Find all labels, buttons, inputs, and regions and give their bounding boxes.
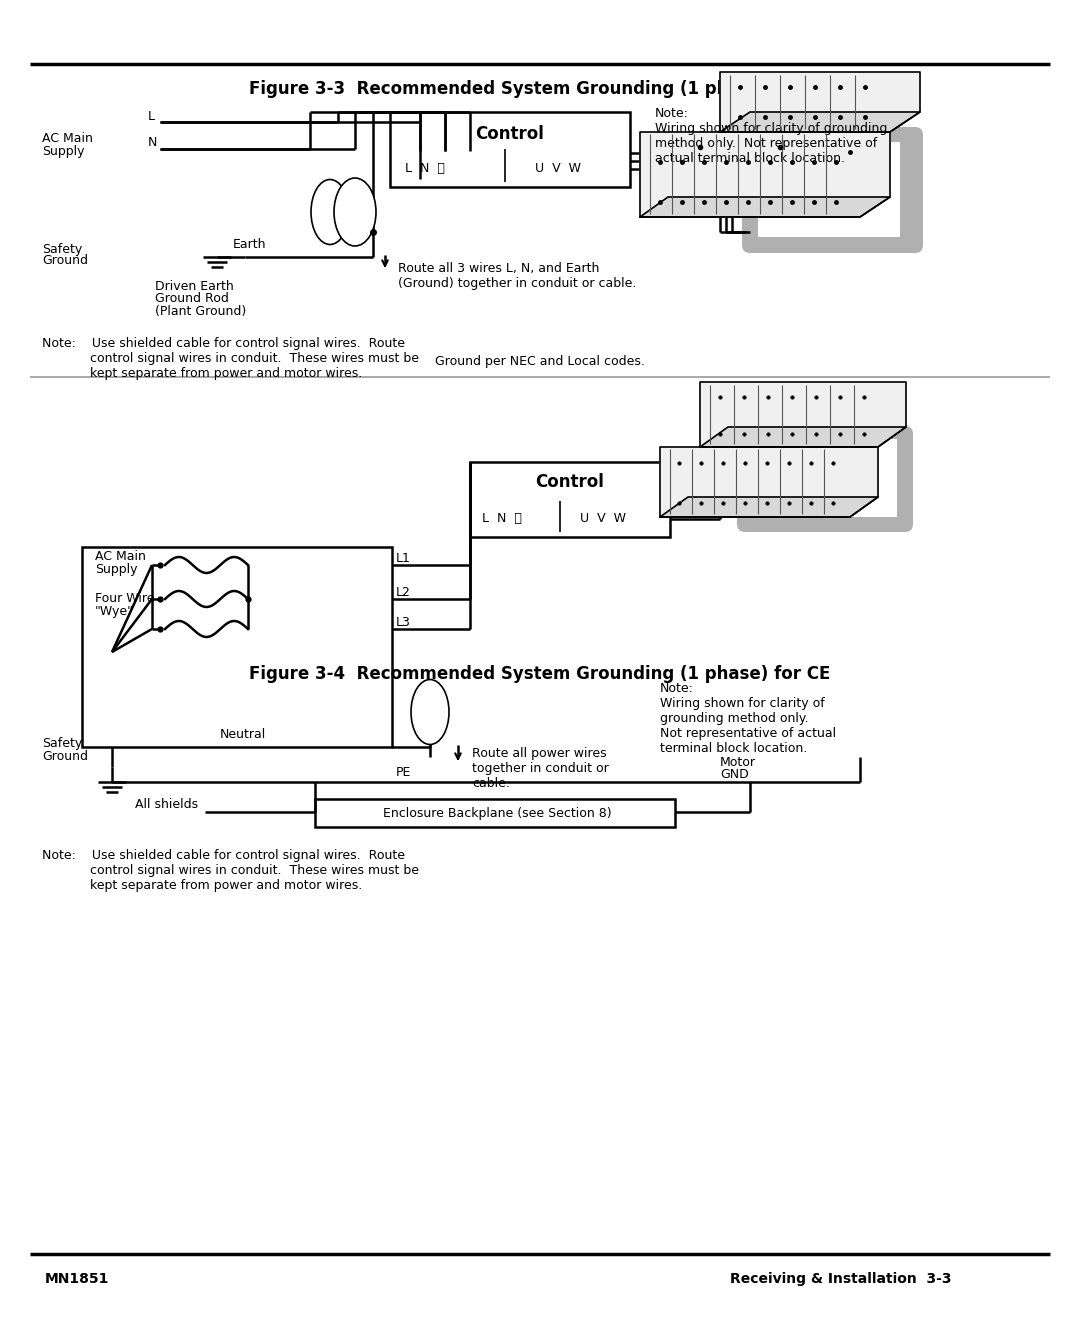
Text: U  V  W: U V W [580, 512, 626, 525]
Text: AC Main: AC Main [95, 551, 146, 564]
Text: Route all 3 wires L, N, and Earth
(Ground) together in conduit or cable.: Route all 3 wires L, N, and Earth (Groun… [399, 262, 636, 290]
Text: PE: PE [396, 765, 411, 778]
Text: Safety: Safety [42, 242, 82, 255]
FancyBboxPatch shape [737, 425, 913, 532]
Text: Note:
Wiring shown for clarity of grounding
method only.  Not representative of
: Note: Wiring shown for clarity of ground… [654, 107, 888, 165]
Polygon shape [700, 427, 906, 446]
Polygon shape [660, 446, 878, 518]
Text: L  N  ⏚: L N ⏚ [405, 162, 445, 175]
Text: Four Wire: Four Wire [95, 593, 154, 606]
Text: Note:
Wiring shown for clarity of
grounding method only.
Not representative of a: Note: Wiring shown for clarity of ground… [660, 682, 836, 755]
Text: MN1851: MN1851 [45, 1272, 109, 1285]
Text: Note:    Use shielded cable for control signal wires.  Route
            control: Note: Use shielded cable for control sig… [42, 849, 419, 892]
FancyBboxPatch shape [742, 126, 923, 253]
Bar [758, 142, 900, 237]
Text: Control: Control [475, 125, 544, 144]
Polygon shape [660, 497, 878, 518]
Text: Ground: Ground [42, 749, 87, 763]
Text: Supply: Supply [95, 562, 137, 576]
Text: L2: L2 [396, 586, 410, 598]
Bar [470, 462, 670, 537]
Text: Control: Control [536, 473, 605, 491]
Text: L  N  ⏚: L N ⏚ [482, 512, 522, 525]
Text: Driven Earth: Driven Earth [156, 281, 233, 294]
Text: L: L [148, 109, 156, 122]
Text: Figure 3-4  Recommended System Grounding (1 phase) for CE: Figure 3-4 Recommended System Grounding … [249, 665, 831, 684]
Text: Route all power wires
together in conduit or
cable.: Route all power wires together in condui… [472, 747, 609, 790]
Polygon shape [700, 382, 906, 446]
Text: Note:    Use shielded cable for control signal wires.  Route
            control: Note: Use shielded cable for control sig… [42, 337, 419, 381]
Text: L1: L1 [396, 552, 410, 565]
Text: Receiving & Installation  3-3: Receiving & Installation 3-3 [730, 1272, 951, 1285]
Text: L3: L3 [396, 615, 410, 628]
Bar [315, 799, 675, 827]
Bar [390, 112, 630, 187]
Polygon shape [640, 198, 890, 217]
Text: (Plant Ground): (Plant Ground) [156, 304, 246, 317]
Text: All shields: All shields [135, 798, 198, 810]
Text: GND: GND [720, 768, 748, 781]
Polygon shape [640, 132, 890, 217]
Text: Earth: Earth [233, 238, 267, 252]
Text: Safety: Safety [42, 738, 82, 751]
Text: "Wye": "Wye" [95, 605, 134, 618]
Text: Ground Rod: Ground Rod [156, 292, 229, 306]
Text: Figure 3-3  Recommended System Grounding (1 phase) for UL: Figure 3-3 Recommended System Grounding … [249, 80, 831, 97]
Text: U  V  W: U V W [535, 162, 581, 175]
Text: AC Main: AC Main [42, 133, 93, 145]
Text: Neutral: Neutral [220, 728, 267, 741]
Ellipse shape [334, 178, 376, 246]
Text: Enclosure Backplane (see Section 8): Enclosure Backplane (see Section 8) [382, 806, 611, 819]
Text: Ground per NEC and Local codes.: Ground per NEC and Local codes. [435, 356, 645, 369]
Ellipse shape [411, 680, 449, 744]
Polygon shape [720, 112, 920, 132]
Bar [82, 547, 392, 747]
Polygon shape [720, 72, 920, 132]
Ellipse shape [311, 179, 349, 245]
Text: Motor: Motor [720, 756, 756, 769]
Bar [753, 439, 897, 518]
Text: Supply: Supply [42, 145, 84, 158]
Text: Ground: Ground [42, 254, 87, 267]
Text: N: N [148, 137, 158, 150]
